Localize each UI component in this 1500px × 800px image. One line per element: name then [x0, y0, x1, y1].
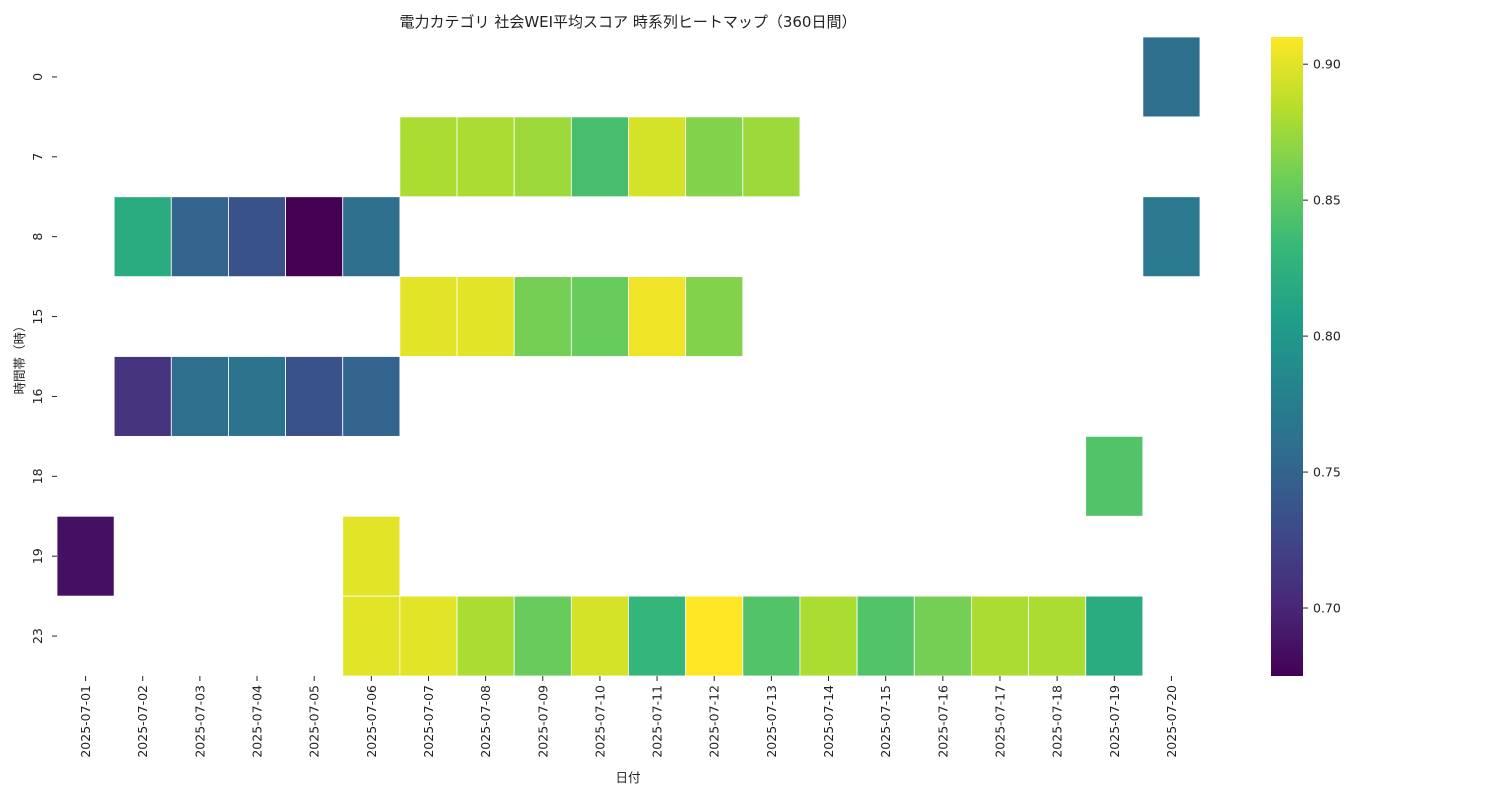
heatmap-cell [513, 595, 572, 677]
heatmap-cell [513, 116, 572, 198]
y-tick-label: 0 [30, 73, 45, 81]
x-tick-label: 2025-07-13 [764, 685, 779, 758]
heatmap-cell [685, 276, 744, 357]
x-tick-label: 2025-07-10 [592, 685, 607, 758]
heatmap-cell [342, 196, 401, 278]
heatmap-cell [1085, 435, 1144, 517]
colorbar-tick-label: 0.80 [1313, 329, 1341, 344]
x-tick-label: 2025-07-01 [78, 685, 93, 758]
heatmap-cell [456, 276, 515, 357]
x-tick-label: 2025-07-15 [878, 685, 893, 758]
y-tick-label: 18 [30, 468, 45, 484]
heatmap-cell [628, 595, 687, 677]
heatmap-cell [228, 196, 286, 278]
x-tick-label: 2025-07-05 [307, 685, 322, 758]
heatmap-cell [513, 276, 572, 357]
x-tick-label: 2025-07-14 [821, 685, 836, 758]
heatmap-cell [342, 356, 401, 437]
colorbar-tick-label: 0.85 [1313, 193, 1341, 208]
heatmap-cell [113, 196, 172, 278]
heatmap-cell [799, 595, 858, 677]
heatmap-cell [628, 276, 687, 357]
heatmap-cell [685, 595, 744, 677]
colorbar-tick-label: 0.90 [1313, 57, 1341, 72]
colorbar-ticks: 0.70 0.75 0.80 0.85 0.90 [1303, 57, 1341, 616]
x-tick-label: 2025-07-17 [992, 685, 1007, 758]
y-tick-label: 15 [30, 309, 45, 325]
x-tick-label: 2025-07-20 [1164, 685, 1179, 758]
x-tick-label: 2025-07-12 [707, 685, 722, 758]
y-tick-label: 16 [30, 388, 45, 404]
colorbar-tick-label: 0.75 [1313, 465, 1341, 480]
heatmap-cell [570, 595, 629, 677]
x-tick-label: 2025-07-03 [192, 685, 207, 758]
heatmap-cell [628, 116, 687, 198]
x-tick-label: 2025-07-16 [935, 685, 950, 758]
heatmap-cell [285, 196, 344, 278]
x-tick-label: 2025-07-08 [478, 685, 493, 758]
y-axis-ticks: 0 7 8 15 16 18 19 23 [30, 73, 57, 644]
y-tick-label: 19 [30, 548, 45, 564]
heatmap-cell [456, 595, 515, 677]
x-tick-label: 2025-07-11 [650, 685, 665, 758]
heatmap-cell [170, 196, 229, 278]
heatmap-cell [285, 356, 344, 437]
colorbar-tick-label: 0.70 [1313, 601, 1341, 616]
heatmap-cell [399, 595, 458, 677]
heatmap-cell [685, 116, 744, 198]
colorbar [1271, 37, 1303, 676]
x-tick-label: 2025-07-06 [364, 685, 379, 758]
heatmap-cell [971, 595, 1029, 677]
chart-title: 電力カテゴリ 社会WEI平均スコア 時系列ヒートマップ（360日間） [400, 13, 857, 31]
heatmap-cell [342, 595, 401, 677]
heatmap-cell [1028, 595, 1087, 677]
y-tick-label: 7 [30, 153, 45, 161]
heatmap-cells [56, 36, 1201, 677]
y-tick-label: 8 [30, 233, 45, 241]
x-tick-label: 2025-07-18 [1050, 685, 1065, 758]
x-axis-ticks: 2025-07-01 2025-07-02 2025-07-03 2025-07-04… [78, 676, 1179, 758]
x-tick-label: 2025-07-09 [535, 685, 550, 758]
x-tick-label: 2025-07-07 [421, 685, 436, 758]
heatmap-cell [399, 116, 458, 198]
heatmap-cell [742, 595, 801, 677]
heatmap-cell [228, 356, 286, 437]
x-axis-label: 日付 [615, 770, 640, 785]
heatmap-cell [570, 276, 629, 357]
x-tick-label: 2025-07-19 [1107, 685, 1122, 758]
heatmap-cell [399, 276, 458, 357]
y-axis-label: 時間帯（時） [12, 319, 27, 394]
heatmap-cell [856, 595, 915, 677]
heatmap-cell [113, 356, 172, 437]
heatmap-cell [342, 515, 401, 597]
heatmap-cell [456, 116, 515, 198]
heatmap-cell [742, 116, 801, 198]
y-tick-label: 23 [30, 628, 45, 644]
heatmap-cell [570, 116, 629, 198]
heatmap-cell [913, 595, 972, 677]
x-tick-label: 2025-07-02 [135, 685, 150, 758]
x-tick-label: 2025-07-04 [250, 685, 265, 758]
heatmap-cell [170, 356, 229, 437]
heatmap-cell [1142, 196, 1201, 278]
heatmap-cell [56, 515, 115, 597]
heatmap-cell [1142, 36, 1201, 118]
heatmap-cell [1085, 595, 1144, 677]
